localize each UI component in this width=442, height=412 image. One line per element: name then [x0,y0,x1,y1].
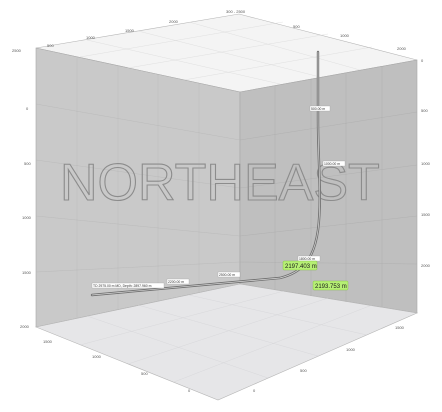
tick-label: 0 [421,58,424,63]
label-horizontal-inner: 2500.00 m [219,273,235,277]
label-toe: TD 2975.00 m MD, Depth: 2897.960 m [93,284,152,288]
tick-label: 1000 [421,161,431,166]
tick-label: 1500 [421,212,431,217]
wellbore-labels: 500.00 m 1000.00 m 1800.00 m 2500.00 m 2… [91,105,346,289]
depth-highlight-label: 2193.753 m [315,284,347,290]
tick-label: 2000 [169,19,179,24]
tick-label: 500 [47,43,54,48]
right-depth-axis: 0 500 1000 1500 2000 [421,58,431,268]
wellbore-trajectory[interactable] [90,50,321,297]
tick-label: 500 [421,108,428,113]
tick-label: 1000 [346,347,356,352]
label-horizontal-mid: 2200.00 m [168,280,184,284]
tick-label: 2000 [421,263,431,268]
depth-highlights: 2197.403 m 2193.753 m [282,260,349,291]
label-box [322,160,346,167]
depth-highlight-label: 2197.403 m [285,264,317,270]
north-wall-label: NORTH [60,154,244,212]
top-front-axis: 500 1000 1500 2000 2500 [12,19,179,53]
label-box [217,271,241,278]
label-upper-vertical: 500.00 m [311,107,325,111]
tick-label: 2000 [397,46,407,51]
tick-label: 1500 [22,270,32,275]
floor-front-axis: 1500 1000 500 0 [43,339,191,393]
tick-label: 1500 [43,339,53,344]
tick-label: 500 [24,161,31,166]
top-back-axis: 500 1000 2000 [293,24,407,51]
top-corner-label: 300 - 2500 [226,9,246,14]
tick-label: 1000 [340,33,350,38]
label-mid-vertical: 1000.00 m [324,162,340,166]
tick-label: 1000 [22,215,32,220]
tick-label: 1500 [125,28,135,33]
ceiling-grid [79,21,373,85]
tick-label: 500 [300,368,307,373]
tick-label: 0 [188,388,191,393]
east-wall-label: EAST [244,154,380,212]
tick-label: 1000 [86,35,96,40]
label-curve-bottom: 1800.00 m [299,257,315,261]
east-wall-grid [239,66,418,307]
tick-label: 500 [293,24,300,29]
label-box [166,278,190,285]
tick-label: 0 [253,388,256,393]
floor-face [34,283,419,401]
north-wall-grid [35,57,241,318]
label-box [91,282,165,289]
tick-label: 1000 [92,354,102,359]
floor-right-axis: 0 500 1000 1500 [253,325,405,393]
wellbore-path-highlight [91,51,321,296]
depth-highlight-box [282,260,318,271]
tick-label: 0 [26,106,29,111]
left-depth-axis: 0 500 1000 1500 2000 [20,106,32,329]
label-box [309,105,331,112]
depth-highlight-box [312,280,349,291]
tick-label: 1500 [395,325,405,330]
tick-label: 2000 [20,324,30,329]
tick-label: 500 [141,371,148,376]
tick-label: 2500 [12,48,22,53]
floor-grid [79,290,373,383]
